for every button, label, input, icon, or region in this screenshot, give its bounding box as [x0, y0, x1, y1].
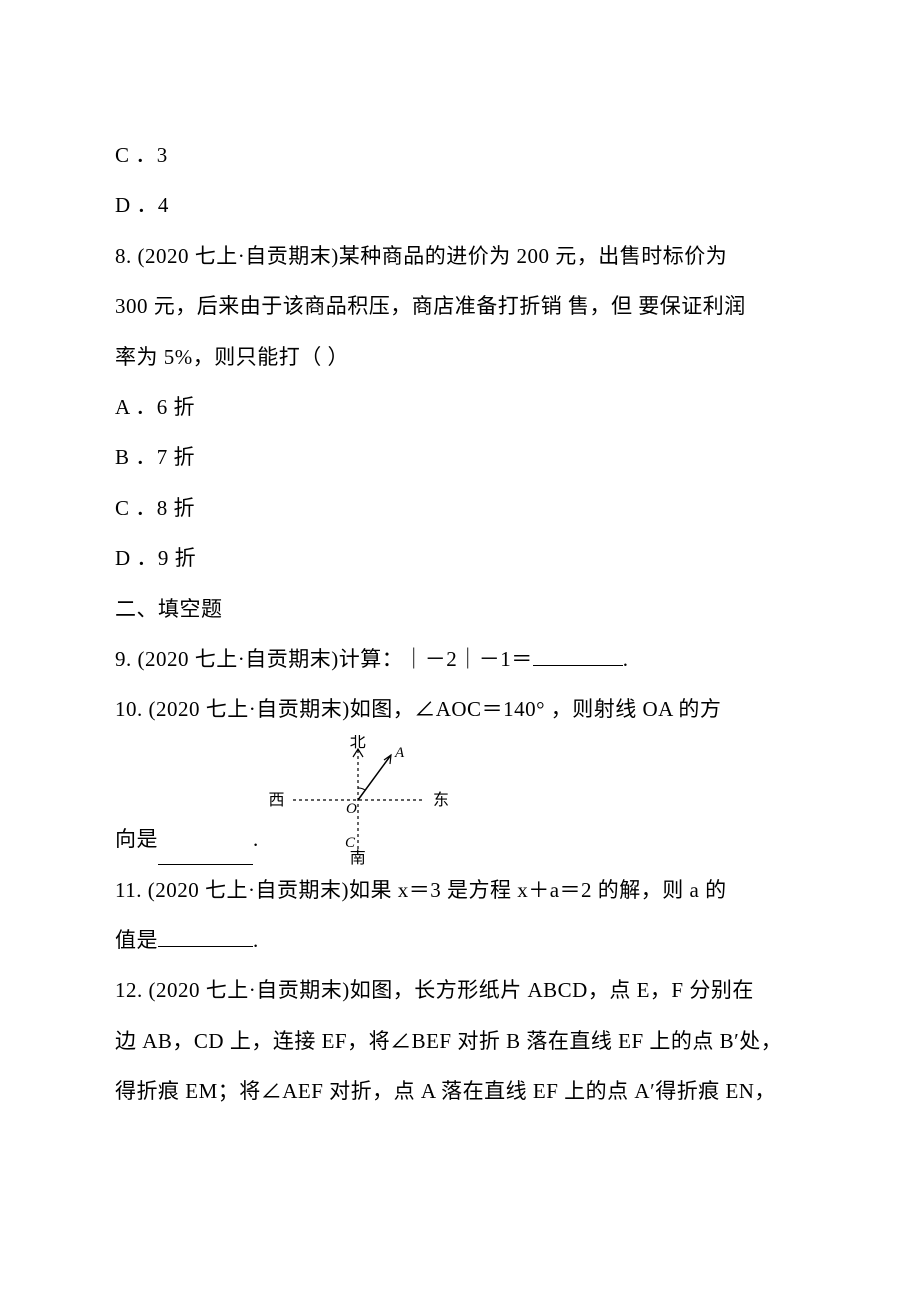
q8-stem-l1: 8. (2020 七上·自贡期末)某种商品的进价为 200 元，出售时标价为 [115, 231, 805, 281]
q11-line1: 11. (2020 七上·自贡期末)如果 x＝3 是方程 x＋a＝2 的解，则 … [115, 865, 805, 915]
q9-post: . [623, 647, 629, 671]
q10-blank [158, 840, 253, 865]
q7-option-d: D ．4 [115, 180, 805, 230]
svg-text:东: 东 [433, 791, 450, 809]
section-2-heading: 二、填空题 [115, 584, 805, 634]
q8-option-d: D ．9 折 [115, 533, 805, 583]
q12-line2: 边 AB，CD 上，连接 EF，将∠BEF 对折 B 落在直线 EF 上的点 B… [115, 1016, 805, 1066]
q10-line2: 向是 . 北 南 东 西 A O C [115, 735, 805, 865]
svg-text:南: 南 [349, 849, 366, 865]
q8-option-b: B ．7 折 [115, 432, 805, 482]
q7-option-c: C ．3 [115, 130, 805, 180]
q10-suffix: . [253, 814, 259, 864]
q12-line1: 12. (2020 七上·自贡期末)如图，长方形纸片 ABCD，点 E，F 分别… [115, 965, 805, 1015]
q10-line1: 10. (2020 七上·自贡期末)如图，∠AOC＝140° ，则射线 OA 的… [115, 684, 805, 734]
q8-option-a: A ．6 折 [115, 382, 805, 432]
q11-post: . [253, 928, 259, 952]
q8-stem-l2: 300 元，后来由于该商品积压，商店准备打折销 售，但 要保证利润 [115, 281, 805, 331]
q9-stem: 9. (2020 七上·自贡期末)计算：｜－2｜－1＝. [115, 634, 805, 684]
q11-pre: 值是 [115, 928, 158, 952]
q8-stem-l3: 率为 5%，则只能打（ ） [115, 332, 805, 382]
svg-text:西: 西 [268, 792, 285, 809]
q10-prefix: 向是 [115, 814, 158, 864]
compass-diagram: 北 南 东 西 A O C [263, 735, 453, 865]
q9-pre: 9. (2020 七上·自贡期末)计算：｜－2｜－1＝ [115, 647, 533, 671]
q12-line3: 得折痕 EM；将∠AEF 对折，点 A 落在直线 EF 上的点 A′得折痕 EN… [115, 1066, 805, 1116]
svg-text:O: O [346, 801, 357, 817]
svg-text:A: A [394, 745, 405, 761]
svg-text:C: C [345, 835, 356, 851]
q11-line2: 值是. [115, 915, 805, 965]
q8-option-c: C ．8 折 [115, 483, 805, 533]
q11-blank [158, 922, 253, 947]
svg-text:北: 北 [349, 735, 366, 751]
q9-blank [533, 641, 623, 666]
